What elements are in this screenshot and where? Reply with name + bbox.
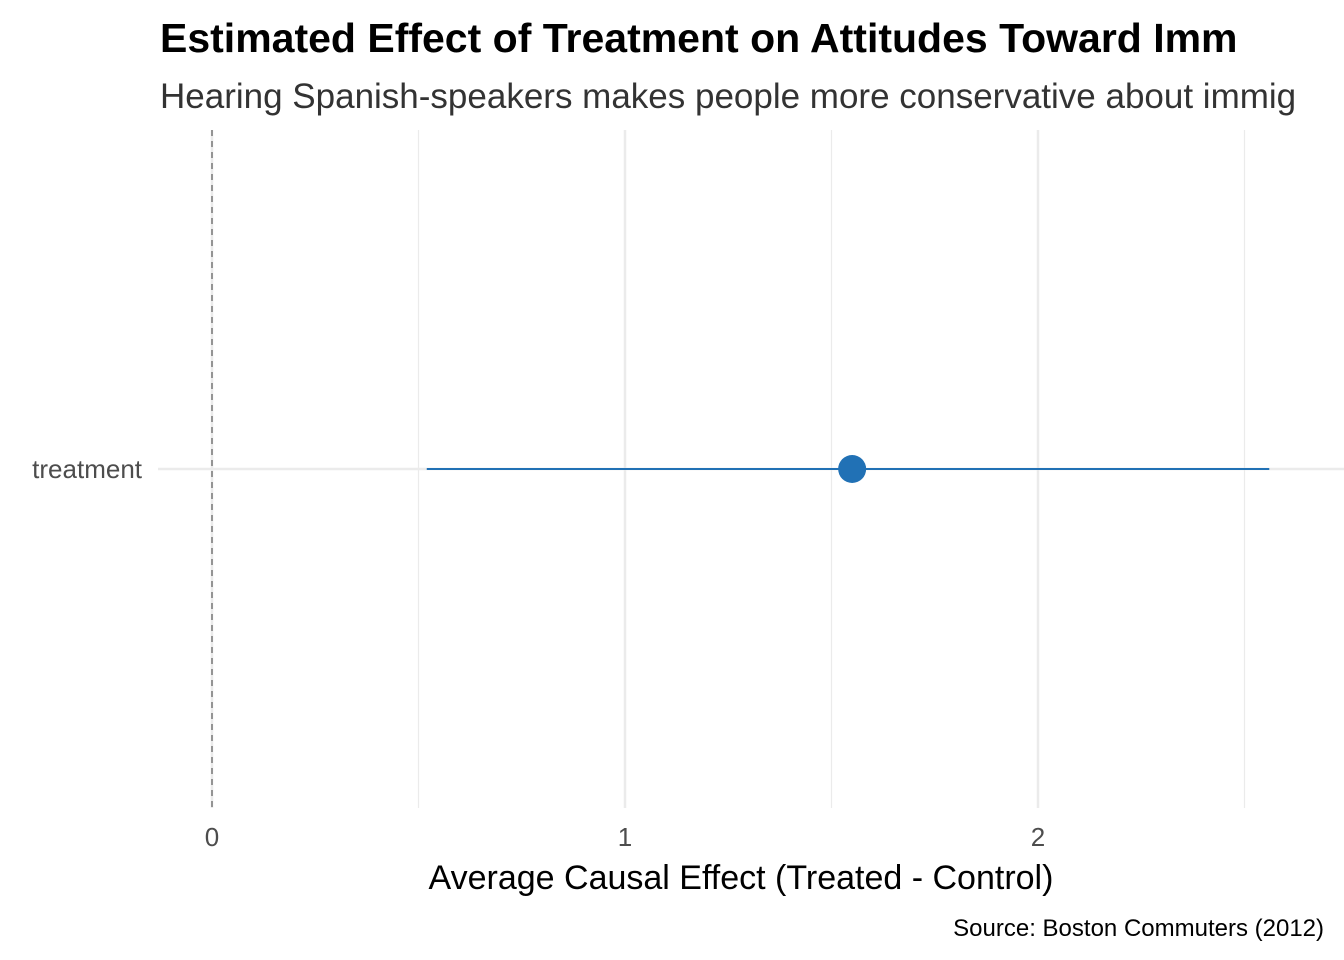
plot-panel xyxy=(158,130,1344,808)
chart-subtitle: Hearing Spanish-speakers makes people mo… xyxy=(160,77,1296,116)
data-marks xyxy=(426,455,1270,483)
point-estimate xyxy=(838,455,867,483)
x-axis-ticks: 0 1 2 xyxy=(205,822,1045,852)
chart-title: Estimated Effect of Treatment on Attitud… xyxy=(160,15,1238,61)
x-axis-label: Average Causal Effect (Treated - Control… xyxy=(429,859,1054,897)
x-tick-label: 0 xyxy=(205,822,219,852)
y-axis-ticks: treatment xyxy=(32,454,143,484)
x-tick-label: 2 xyxy=(1031,822,1045,852)
chart-caption: Source: Boston Commuters (2012) xyxy=(953,915,1324,942)
y-tick-label: treatment xyxy=(32,454,143,484)
x-tick-label: 1 xyxy=(618,822,632,852)
